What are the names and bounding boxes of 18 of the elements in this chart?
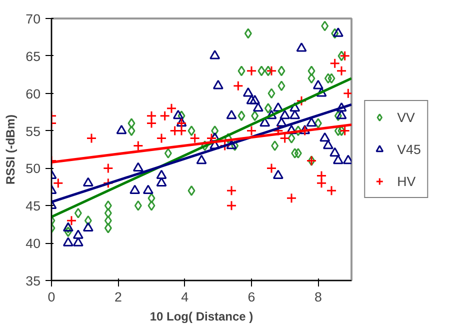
y-tick-label: 65 — [26, 48, 41, 64]
x-tick-label: 4 — [181, 290, 190, 304]
y-tick-label: 70 — [26, 12, 41, 26]
y-tick-label: 45 — [26, 198, 41, 214]
legend-label: V45 — [397, 142, 421, 156]
y-tick-label: 40 — [26, 236, 41, 252]
x-tick-label: 2 — [114, 290, 122, 304]
y-axis-title: RSSI (-dBm) — [4, 114, 18, 184]
x-tick-label: 8 — [314, 290, 322, 304]
y-tick-label: 50 — [26, 161, 41, 176]
y-tick-label: 55 — [26, 124, 41, 139]
x-tick-label: 6 — [248, 290, 256, 304]
legend-label: HV — [397, 174, 417, 188]
y-tick-label: 60 — [26, 86, 41, 102]
legend-label: VV — [397, 110, 416, 124]
x-axis-title: 10 Log( Distance ) — [150, 310, 254, 324]
y-tick-label: 35 — [26, 274, 41, 288]
x-tick-label: 0 — [48, 290, 56, 304]
